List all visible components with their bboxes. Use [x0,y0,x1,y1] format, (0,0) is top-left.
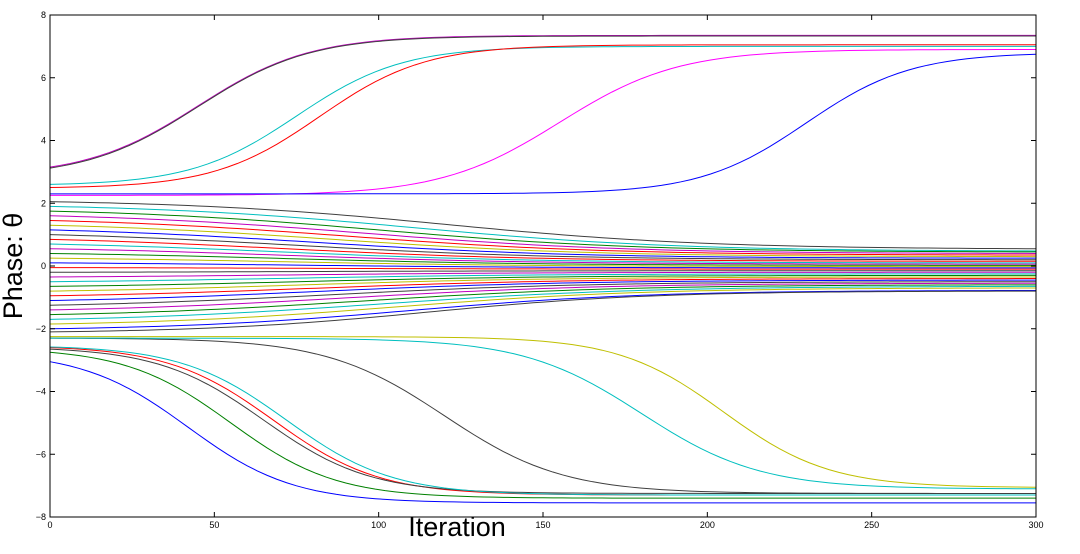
series-line-mid-28 [49,289,1037,330]
series-line-mid-19 [49,274,1037,287]
x-tick-label: 250 [864,520,879,530]
x-tick-label: 0 [47,520,52,530]
y-tick-label: −2 [36,324,46,334]
series-layer [49,34,1037,504]
series-line-mid-23 [49,281,1037,306]
y-tick-label: 4 [41,136,46,146]
series-line-mid-11 [49,248,1037,265]
series-line-lower-3 [49,347,1036,496]
series-line-mid-13 [49,257,1036,268]
series-line-mid-7 [49,229,1037,259]
y-tick-label: 8 [41,10,46,20]
x-tick-label: 300 [1028,520,1043,530]
series-line-lower-1 [49,361,1036,504]
series-line-mid-3 [49,210,1037,253]
series-line-mid-26 [49,285,1037,320]
series-line-mid-9 [49,238,1036,262]
series-line-mid-22 [49,279,1037,302]
series-line-mid-27 [49,287,1037,325]
series-line-mid-16 [49,270,1036,273]
series-line-mid-4 [49,215,1037,254]
series-line-upper-1 [49,34,1036,168]
x-tick-label: 150 [535,520,550,530]
series-line-mid-20 [49,276,1037,292]
series-line-mid-6 [49,224,1037,258]
y-tick-label: 6 [41,73,46,83]
series-line-mid-10 [49,243,1036,264]
series-line-mid-14 [49,262,1036,269]
series-line-lower-5 [49,346,1036,496]
series-line-mid-24 [49,282,1037,311]
x-tick-label: 50 [209,520,219,530]
series-line-mid-12 [49,252,1036,266]
tick-layer: 0 50 100 150 200 250 300 −8 −6 −4 −2 0 2 4 6 8 [36,10,1044,530]
series-line-lower-7 [50,337,1037,490]
series-line-lower-6 [49,337,1036,494]
series-line-lower-8 [50,336,1037,488]
series-line-mid-2 [49,205,1037,252]
series-line-mid-21 [49,278,1037,297]
series-line-mid-18 [49,273,1037,283]
series-line-upper-2 [49,35,1036,169]
series-line-mid-25 [49,284,1037,316]
series-line-lower-2 [49,351,1037,499]
series-line-mid-29 [49,290,1037,333]
series-line-mid-17 [49,271,1037,278]
series-line-mid-8 [49,234,1037,261]
y-tick-label: 2 [41,198,46,208]
series-line-lower-4 [49,348,1036,494]
y-tick-label: −4 [36,387,46,397]
series-line-mid-5 [49,220,1037,256]
x-axis-title: Iteration [408,512,506,542]
y-tick-label: −8 [36,512,46,522]
series-line-upper-4 [49,44,1036,189]
y-tick-label: 0 [41,261,46,271]
series-line-mid-15 [49,267,1036,270]
series-line-mid-1 [49,201,1037,250]
y-tick-label: −6 [36,449,46,459]
series-line-upper-3 [49,45,1036,185]
series-line-upper-6 [50,53,1037,195]
x-tick-label: 200 [700,520,715,530]
x-tick-label: 100 [371,520,386,530]
y-axis-title: Phase: θ [0,213,28,320]
series-line-upper-5 [49,49,1037,196]
plot-frame [49,14,1037,518]
